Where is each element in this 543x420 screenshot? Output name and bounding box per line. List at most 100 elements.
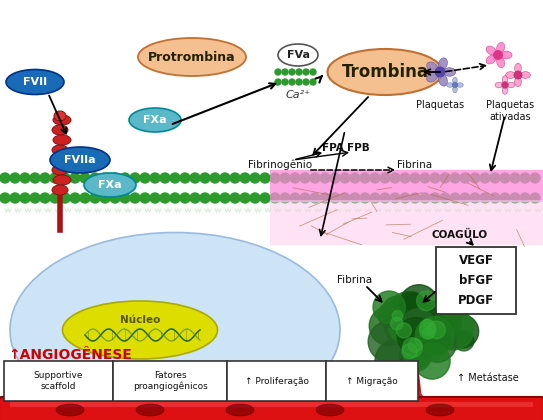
Ellipse shape: [515, 63, 521, 73]
Circle shape: [120, 193, 130, 203]
Circle shape: [394, 298, 438, 341]
Circle shape: [445, 315, 479, 348]
Text: PDGF: PDGF: [458, 294, 494, 307]
Circle shape: [170, 173, 180, 183]
Circle shape: [360, 193, 370, 203]
Circle shape: [369, 306, 408, 346]
Ellipse shape: [53, 135, 71, 145]
Circle shape: [450, 193, 460, 203]
Circle shape: [220, 173, 230, 183]
Circle shape: [30, 193, 40, 203]
Circle shape: [510, 173, 520, 183]
Circle shape: [500, 193, 510, 203]
Circle shape: [440, 193, 450, 203]
Ellipse shape: [438, 74, 447, 86]
Ellipse shape: [426, 404, 454, 416]
Circle shape: [368, 321, 409, 362]
Circle shape: [190, 173, 200, 183]
Text: Trombina: Trombina: [342, 63, 428, 81]
Circle shape: [0, 193, 10, 203]
Circle shape: [210, 173, 220, 183]
Circle shape: [419, 323, 436, 339]
Ellipse shape: [138, 38, 246, 76]
Circle shape: [384, 305, 424, 345]
Ellipse shape: [515, 77, 521, 87]
Ellipse shape: [427, 62, 438, 72]
Text: Fibrina: Fibrina: [337, 275, 372, 285]
Ellipse shape: [457, 83, 463, 87]
Circle shape: [10, 193, 20, 203]
Circle shape: [389, 310, 422, 344]
Circle shape: [494, 51, 502, 59]
Circle shape: [330, 173, 340, 183]
Circle shape: [452, 82, 458, 87]
Circle shape: [340, 193, 350, 203]
Text: FVII: FVII: [23, 77, 47, 87]
Circle shape: [240, 193, 250, 203]
Text: Protrombina: Protrombina: [148, 50, 236, 63]
Circle shape: [303, 79, 309, 85]
Ellipse shape: [506, 72, 515, 79]
Circle shape: [280, 193, 290, 203]
Circle shape: [140, 173, 150, 183]
Circle shape: [389, 316, 416, 343]
Text: Fatores
proangiogênicos: Fatores proangiogênicos: [132, 371, 207, 391]
Circle shape: [380, 173, 390, 183]
Bar: [270, 200, 543, 245]
Circle shape: [303, 69, 309, 75]
Text: Fibrina: Fibrina: [397, 160, 433, 170]
Text: FVIIa: FVIIa: [64, 155, 96, 165]
Circle shape: [422, 328, 434, 339]
Text: FXa: FXa: [98, 180, 122, 190]
Text: FVa: FVa: [287, 50, 310, 60]
Text: Núcleo: Núcleo: [120, 315, 160, 325]
Circle shape: [530, 173, 540, 183]
Text: ↑ Proliferação: ↑ Proliferação: [244, 376, 308, 386]
Circle shape: [388, 292, 428, 331]
Ellipse shape: [6, 69, 64, 94]
Circle shape: [470, 193, 480, 203]
Circle shape: [402, 292, 424, 313]
Ellipse shape: [453, 86, 457, 93]
Ellipse shape: [327, 49, 443, 95]
Circle shape: [412, 315, 440, 342]
Text: bFGF: bFGF: [459, 273, 493, 286]
Circle shape: [396, 323, 412, 338]
Ellipse shape: [502, 87, 508, 94]
FancyBboxPatch shape: [0, 397, 543, 420]
Circle shape: [402, 338, 422, 357]
Text: ↑ANGIOGÊNESE: ↑ANGIOGÊNESE: [8, 348, 132, 362]
Circle shape: [282, 69, 288, 75]
Circle shape: [180, 193, 190, 203]
Circle shape: [110, 173, 120, 183]
Circle shape: [30, 173, 40, 183]
Circle shape: [296, 79, 302, 85]
Circle shape: [480, 173, 490, 183]
Circle shape: [423, 319, 431, 327]
Ellipse shape: [502, 76, 508, 84]
Circle shape: [296, 69, 302, 75]
Circle shape: [120, 173, 130, 183]
Circle shape: [420, 173, 430, 183]
Ellipse shape: [53, 175, 71, 185]
Circle shape: [360, 173, 370, 183]
Circle shape: [200, 173, 210, 183]
Circle shape: [400, 322, 424, 346]
Circle shape: [460, 173, 470, 183]
Circle shape: [390, 173, 400, 183]
Circle shape: [260, 193, 270, 203]
Circle shape: [160, 173, 170, 183]
Circle shape: [370, 193, 380, 203]
Circle shape: [310, 79, 316, 85]
Circle shape: [282, 79, 288, 85]
Circle shape: [310, 193, 320, 203]
Circle shape: [520, 173, 530, 183]
Circle shape: [130, 193, 140, 203]
Circle shape: [100, 173, 110, 183]
Ellipse shape: [447, 83, 453, 87]
Circle shape: [380, 193, 390, 203]
Ellipse shape: [52, 165, 68, 175]
Circle shape: [490, 173, 500, 183]
Text: Plaquetas
ativadas: Plaquetas ativadas: [486, 100, 534, 122]
Text: FPA: FPA: [322, 143, 344, 153]
